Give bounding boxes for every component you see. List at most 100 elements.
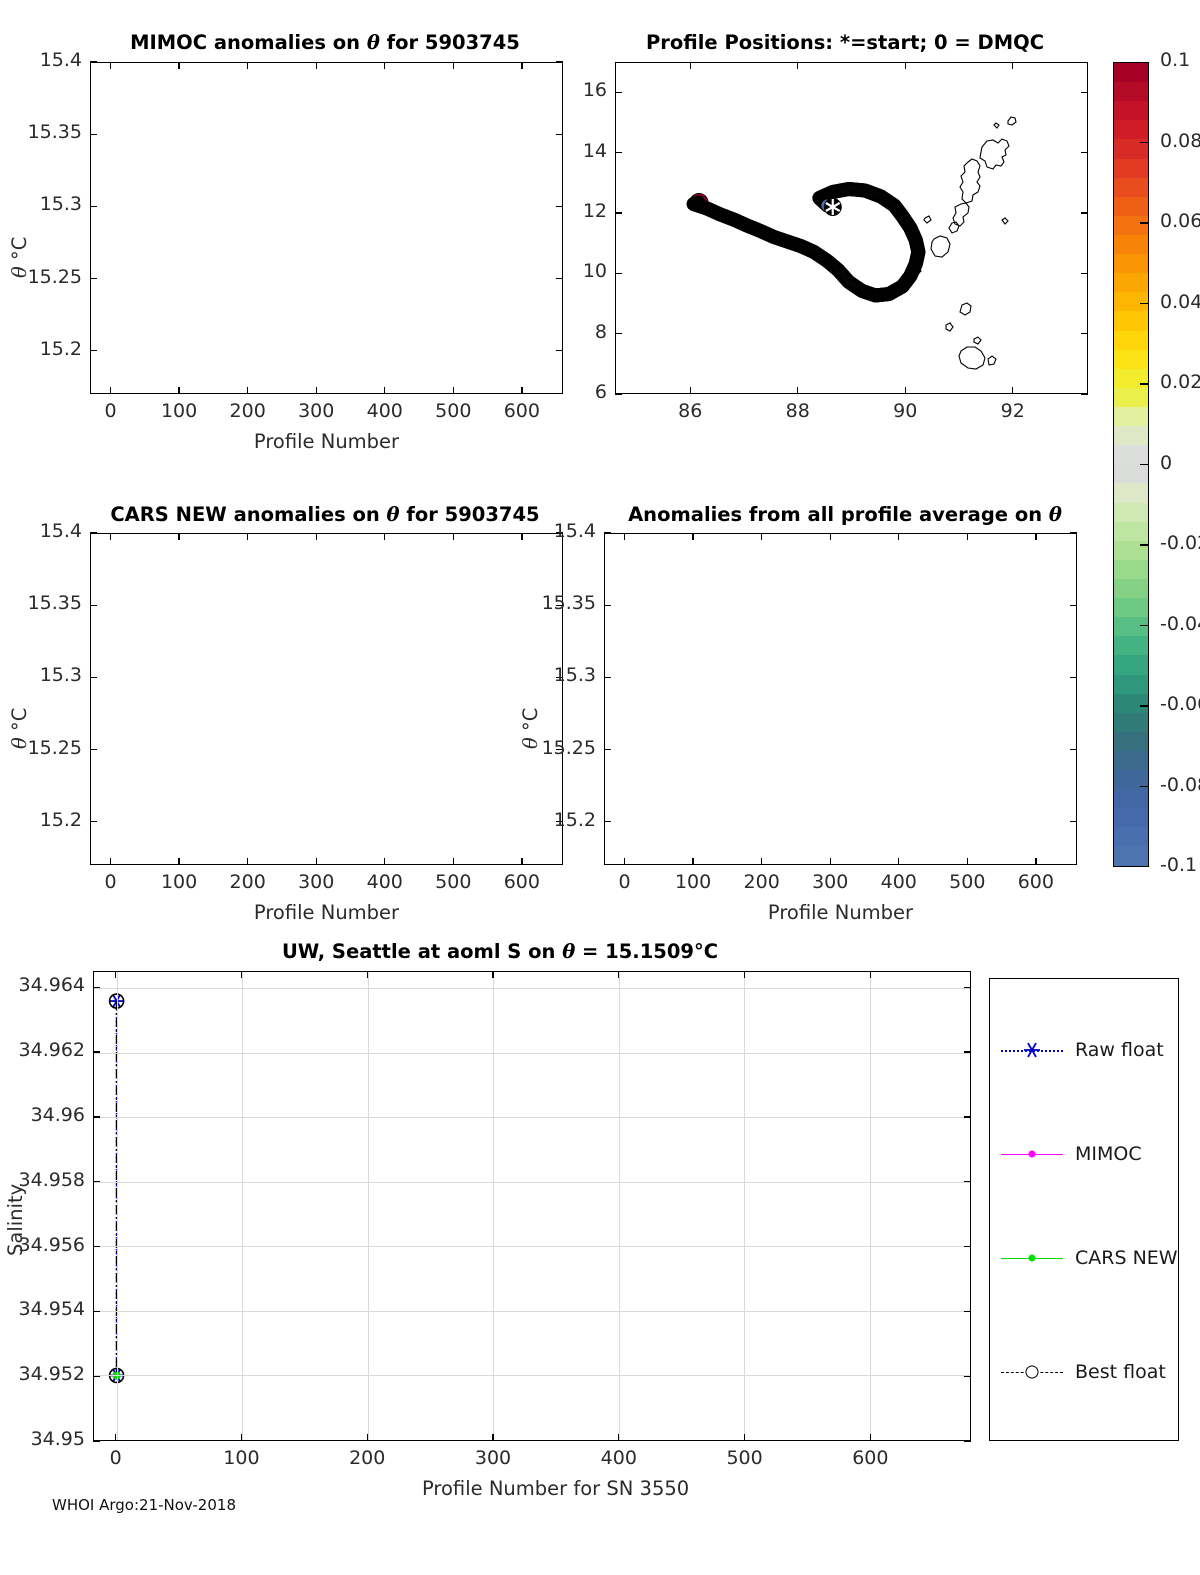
xtick-top-4-3 [492, 971, 494, 978]
panel-title-mimoc: MIMOC anomalies on θ for 5903745 [88, 31, 562, 54]
ytick-right-3-1 [1070, 748, 1077, 751]
xticklabel-2-3: 300 [298, 871, 335, 893]
xtick-2-1 [178, 858, 180, 865]
xticklabel-0-2: 200 [229, 400, 266, 422]
xticklabel-4-4: 400 [600, 1447, 637, 1469]
yticklabel-0-1: 15.25 [27, 265, 82, 288]
xticklabel-1-0: 86 [678, 400, 703, 422]
gridline-y-4 [94, 1181, 970, 1183]
xaxis-label-2: Profile Number [253, 901, 400, 924]
ytick-right-0-4 [556, 61, 563, 63]
ytick-right-1-4 [1081, 151, 1088, 154]
xticklabel-2-6: 600 [503, 871, 540, 893]
ytick-0-0 [90, 350, 97, 352]
xtick-4-0 [114, 1434, 117, 1441]
xtick-top-1-0 [689, 62, 691, 69]
ytick-1-0 [615, 393, 622, 395]
xtick-1-3 [1012, 387, 1014, 394]
colorbar-segment-24 [1114, 521, 1148, 541]
colorbar-segment-22 [1114, 483, 1148, 503]
ytick-right-0-2 [556, 205, 563, 207]
colorbar-ticklabel-6: -0.02 [1160, 532, 1200, 554]
xtick-top-2-4 [384, 533, 386, 540]
xtick-top-2-6 [521, 533, 523, 540]
legend-marker-asterisk [1024, 1042, 1040, 1058]
yticklabel-3-0: 15.2 [553, 808, 596, 831]
axes-salinity-on-theta [93, 971, 971, 1441]
axes-mimoc-anomalies [90, 62, 563, 394]
xtick-top-4-1 [240, 971, 243, 978]
colorbar-tick-4 [1140, 383, 1149, 385]
yticklabel-1-4: 14 [582, 139, 607, 162]
anomaly-colorbar[interactable] [1113, 62, 1149, 867]
colorbar-segment-0 [1114, 63, 1148, 83]
ytick-right-0-0 [556, 350, 563, 352]
xtick-3-6 [1035, 858, 1037, 865]
coastline-path [911, 116, 1017, 370]
xtick-3-4 [898, 858, 900, 865]
xtick-1-0 [689, 387, 691, 394]
xtick-top-3-6 [1035, 533, 1037, 540]
legend-entry-mimoc: MIMOC [989, 1139, 1179, 1169]
xtick-top-3-5 [966, 533, 968, 540]
colorbar-segment-21 [1114, 464, 1148, 484]
gridline-y-7 [94, 988, 970, 990]
xtick-top-4-5 [743, 971, 746, 978]
colorbar-tick-1 [1140, 141, 1149, 144]
legend-label-1: MIMOC [1075, 1142, 1142, 1165]
xtick-top-1-2 [904, 62, 906, 69]
yticklabel-1-3: 12 [582, 199, 607, 222]
panel-title-profile-positions: Profile Positions: *=start; 0 = DMQC [610, 31, 1080, 54]
xtick-2-6 [521, 858, 523, 865]
colorbar-segment-36 [1114, 750, 1148, 771]
ytick-1-4 [615, 151, 622, 154]
colorbar-segment-31 [1114, 655, 1148, 675]
ytick-right-1-5 [1081, 91, 1088, 93]
colorbar-segment-12 [1114, 292, 1148, 312]
colorbar-ticklabel-7: -0.04 [1160, 612, 1200, 635]
xticklabel-4-1: 100 [223, 1447, 260, 1469]
ytick-3-3 [604, 604, 611, 606]
xtick-2-4 [384, 858, 386, 865]
yticklabel-3-4: 15.4 [553, 520, 596, 542]
salinity-plot-area [108, 993, 125, 1384]
xtick-0-0 [109, 387, 112, 394]
ytick-right-3-2 [1070, 676, 1077, 678]
yticklabel-4-7: 34.964 [18, 974, 85, 997]
ytick-4-6 [93, 1051, 100, 1053]
xticklabel-4-6: 600 [852, 1447, 889, 1469]
colorbar-segment-25 [1114, 540, 1148, 560]
colorbar-ticklabel-8: -0.06 [1160, 693, 1200, 715]
ytick-right-0-3 [556, 133, 563, 135]
yticklabel-4-5: 34.96 [30, 1103, 85, 1126]
xticklabel-3-6: 600 [1017, 871, 1054, 893]
yticklabel-0-0: 15.2 [39, 337, 82, 360]
ytick-0-2 [90, 205, 97, 207]
xtick-top-4-0 [114, 971, 117, 978]
colorbar-segment-9 [1114, 234, 1148, 255]
colorbar-ticklabel-2: 0.06 [1160, 210, 1200, 232]
ytick-right-1-3 [1081, 212, 1088, 214]
yticklabel-1-5: 16 [582, 79, 607, 102]
xtick-4-4 [618, 1434, 620, 1441]
float-track [686, 181, 926, 303]
ytick-2-1 [90, 748, 97, 751]
ytick-right-2-4 [556, 532, 563, 534]
xtick-4-1 [240, 1434, 243, 1441]
xtick-3-3 [829, 858, 831, 865]
xtick-top-0-2 [247, 62, 249, 69]
ytick-right-1-1 [1081, 332, 1088, 335]
xticklabel-0-6: 600 [503, 400, 540, 422]
ytick-4-3 [93, 1245, 100, 1248]
xticklabel-4-5: 500 [726, 1447, 763, 1469]
xtick-2-0 [109, 858, 112, 865]
ytick-3-2 [604, 676, 611, 678]
xtick-top-0-4 [384, 62, 386, 69]
xticklabel-1-3: 92 [1000, 400, 1025, 422]
ytick-right-1-2 [1081, 272, 1088, 274]
ytick-4-2 [93, 1310, 100, 1312]
gridline-x-0 [116, 972, 118, 1440]
yticklabel-0-2: 15.3 [39, 193, 82, 216]
xtick-top-0-3 [315, 62, 317, 69]
ytick-2-0 [90, 821, 97, 823]
